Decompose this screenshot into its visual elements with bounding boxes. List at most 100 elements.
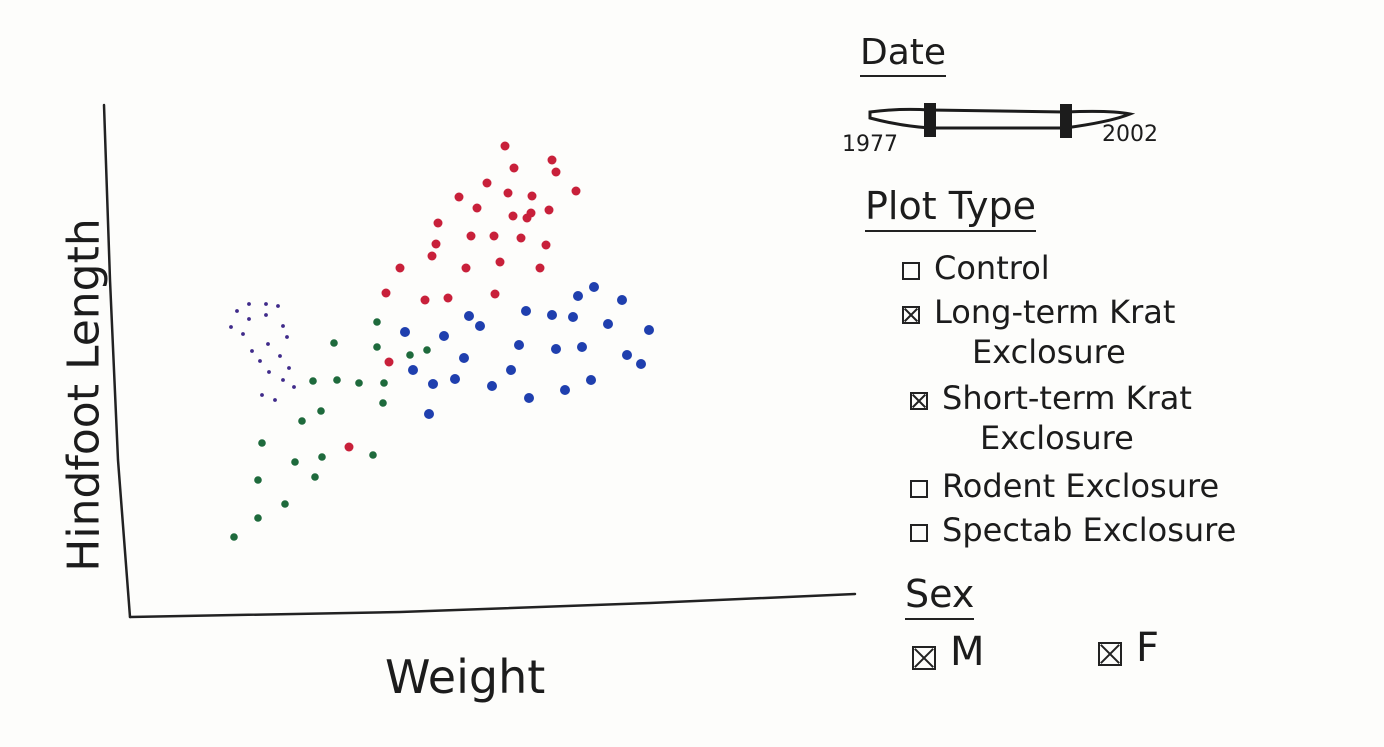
red-point: [384, 357, 394, 367]
red-point: [526, 208, 536, 218]
slider-handle-end[interactable]: [1060, 104, 1072, 138]
red-point: [431, 239, 441, 249]
blue-point: [589, 282, 599, 292]
slider-handle-start[interactable]: [924, 103, 936, 137]
blue-point: [577, 342, 587, 352]
red-point: [454, 192, 464, 202]
date-heading: Date: [860, 32, 947, 77]
red-point: [571, 186, 581, 196]
option-label-line2: Exclosure: [980, 419, 1134, 457]
blue-point: [617, 295, 627, 305]
purple-point: [273, 398, 277, 402]
green-point: [298, 417, 306, 425]
purple-point: [260, 393, 264, 397]
blue-point: [644, 325, 654, 335]
blue-point: [459, 353, 469, 363]
option-label: Spectab Exclosure: [942, 511, 1237, 549]
plot-type-option-spectab[interactable]: Spectab Exclosure: [910, 510, 1236, 550]
sex-option-m[interactable]: M: [912, 632, 985, 672]
option-label: Short-term Krat: [942, 379, 1192, 417]
plot-type-option-short-term-krat[interactable]: Short-term Krat Exclosure: [910, 378, 1192, 458]
purple-point: [281, 378, 285, 382]
sex-heading: Sex: [905, 572, 975, 620]
blue-point: [568, 312, 578, 322]
plot-type-option-long-term-krat[interactable]: Long-term Krat Exclosure: [902, 292, 1175, 372]
option-label-line2: Exclosure: [972, 333, 1126, 371]
red-point: [544, 205, 554, 215]
blue-point: [408, 365, 418, 375]
blue-point: [475, 321, 485, 331]
blue-point: [524, 393, 534, 403]
red-point: [508, 211, 518, 221]
blue-point: [428, 379, 438, 389]
green-point: [423, 346, 431, 354]
blue-point: [450, 374, 460, 384]
red-point: [472, 203, 482, 213]
red-point: [433, 218, 443, 228]
option-label: M: [950, 629, 985, 675]
purple-point: [264, 313, 268, 317]
purple-point: [278, 354, 282, 358]
red-point: [541, 240, 551, 250]
green-point: [379, 399, 387, 407]
plot-type-option-rodent[interactable]: Rodent Exclosure: [910, 466, 1219, 506]
green-point: [254, 514, 262, 522]
blue-point: [636, 359, 646, 369]
blue-point: [487, 381, 497, 391]
option-label: Rodent Exclosure: [942, 467, 1220, 505]
purple-point: [250, 349, 254, 353]
checkbox-rodent[interactable]: [910, 480, 928, 498]
checkbox-long-term-krat[interactable]: [902, 306, 920, 324]
red-point: [427, 251, 437, 261]
purple-point: [235, 309, 239, 313]
green-point: [373, 318, 381, 326]
red-point: [551, 167, 561, 177]
purple-point: [292, 385, 296, 389]
purple-point: [264, 302, 268, 306]
x-axis-line: [128, 592, 857, 619]
green-point: [254, 476, 262, 484]
red-point: [500, 141, 510, 151]
checkbox-sex-f[interactable]: [1098, 642, 1122, 666]
blue-point: [424, 409, 434, 419]
points-layer: [229, 141, 654, 541]
green-point: [373, 343, 381, 351]
green-point: [406, 351, 414, 359]
blue-point: [603, 319, 613, 329]
date-range-slider[interactable]: [868, 103, 1136, 138]
red-point: [509, 163, 519, 173]
purple-point: [241, 332, 245, 336]
purple-point: [229, 325, 233, 329]
blue-point: [622, 350, 632, 360]
blue-point: [547, 310, 557, 320]
blue-point: [400, 327, 410, 337]
red-point: [344, 442, 354, 452]
blue-point: [521, 306, 531, 316]
checkbox-sex-m[interactable]: [912, 646, 936, 670]
purple-point: [281, 324, 285, 328]
red-point: [490, 289, 500, 299]
red-point: [420, 295, 430, 305]
green-point: [355, 379, 363, 387]
plot-type-option-control[interactable]: Control: [902, 248, 1050, 288]
y-axis-line: [102, 103, 132, 619]
red-point: [482, 178, 492, 188]
sex-option-f[interactable]: F: [1098, 628, 1159, 668]
option-label: F: [1136, 625, 1160, 671]
red-point: [495, 257, 505, 267]
green-point: [309, 377, 317, 385]
purple-point: [258, 359, 262, 363]
red-point: [503, 188, 513, 198]
checkbox-spectab[interactable]: [910, 524, 928, 542]
slider-max-label: 2002: [1102, 122, 1158, 147]
green-point: [281, 500, 289, 508]
plot-type-heading: Plot Type: [865, 184, 1036, 232]
green-point: [318, 453, 326, 461]
purple-point: [247, 317, 251, 321]
checkbox-short-term-krat[interactable]: [910, 392, 928, 410]
blue-point: [573, 291, 583, 301]
checkbox-control[interactable]: [902, 262, 920, 280]
red-point: [516, 233, 526, 243]
slider-min-label: 1977: [842, 132, 898, 157]
blue-point: [551, 344, 561, 354]
